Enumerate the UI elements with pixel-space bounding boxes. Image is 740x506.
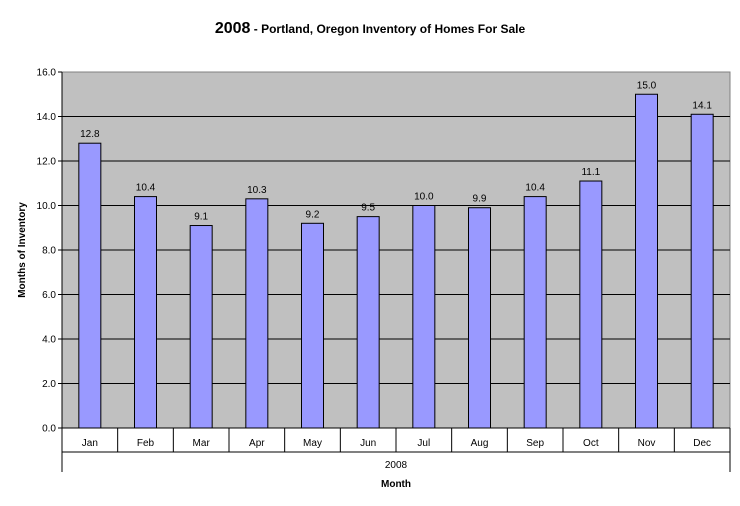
bar-feb bbox=[134, 196, 157, 429]
data-label: 9.9 bbox=[473, 194, 487, 205]
y-axis-label: Months of Inventory bbox=[17, 202, 28, 298]
x-tick-label: May bbox=[303, 438, 322, 449]
y-tick-label: 10.0 bbox=[37, 201, 57, 212]
y-tick-label: 0.0 bbox=[42, 424, 56, 435]
x-tick-label: Mar bbox=[193, 438, 211, 449]
chart-title-text: - Portland, Oregon Inventory of Homes Fo… bbox=[250, 22, 526, 36]
x-axis-group-label: 2008 bbox=[385, 460, 408, 471]
bars bbox=[78, 93, 714, 429]
data-label: 10.4 bbox=[525, 183, 545, 194]
x-axis-label: Month bbox=[381, 479, 411, 490]
data-label: 10.4 bbox=[136, 183, 156, 194]
bar-jan bbox=[78, 142, 102, 429]
y-tick-label: 2.0 bbox=[42, 379, 56, 390]
bar-jun bbox=[356, 216, 380, 429]
x-tick-label: Aug bbox=[471, 438, 489, 449]
chart-title-year: 2008 bbox=[214, 20, 251, 37]
value-labels: 12.8 10.4 9.1 10.3 9.2 9.5 10.0 9.9 10.4 11.1 15.0… bbox=[80, 80, 712, 222]
bar-may bbox=[301, 222, 324, 429]
y-tick-label: 16.0 bbox=[37, 68, 57, 79]
x-tick-label: Jun bbox=[360, 438, 376, 449]
x-tick-label: Jul bbox=[417, 438, 430, 449]
data-label: 10.0 bbox=[414, 192, 434, 203]
data-label: 9.5 bbox=[361, 203, 375, 214]
data-label: 11.1 bbox=[581, 167, 600, 178]
chart-title: 2008 - Portland, Oregon Inventory of Hom… bbox=[0, 20, 740, 38]
bar-dec bbox=[690, 113, 714, 429]
bar-apr bbox=[245, 198, 269, 429]
data-label: 9.1 bbox=[194, 212, 208, 223]
x-axis: Jan Feb Mar Apr May Jun Jul Aug Sep Oct Nov Dec bbox=[61, 427, 731, 472]
y-tick-label: 4.0 bbox=[42, 335, 56, 346]
gridlines bbox=[62, 116, 730, 384]
y-tick-label: 12.0 bbox=[37, 157, 57, 168]
x-tick-label: Feb bbox=[137, 438, 155, 449]
y-tick-label: 8.0 bbox=[42, 246, 56, 257]
y-axis: 0.0 2.0 4.0 6.0 8.0 10.0 12.0 14.0 16.0 bbox=[37, 68, 63, 435]
data-label: 14.1 bbox=[692, 100, 712, 111]
bar-sep bbox=[523, 196, 547, 429]
data-label: 10.3 bbox=[247, 185, 267, 196]
x-tick-label: Nov bbox=[638, 438, 656, 449]
bar-nov bbox=[635, 93, 658, 429]
bar-mar bbox=[189, 225, 213, 429]
bar-oct bbox=[579, 180, 603, 429]
y-tick-label: 14.0 bbox=[37, 112, 57, 123]
bar-aug bbox=[468, 207, 491, 429]
y-tick-label: 6.0 bbox=[42, 290, 56, 301]
bar-jul bbox=[412, 205, 436, 429]
x-tick-label: Dec bbox=[693, 438, 711, 449]
x-tick-label: Oct bbox=[583, 438, 599, 449]
x-tick-label: Jan bbox=[82, 438, 98, 449]
data-label: 9.2 bbox=[306, 209, 320, 220]
x-tick-label: Sep bbox=[526, 438, 544, 449]
x-tick-label: Apr bbox=[249, 438, 265, 449]
data-label: 12.8 bbox=[80, 129, 100, 140]
data-label: 15.0 bbox=[637, 80, 657, 91]
